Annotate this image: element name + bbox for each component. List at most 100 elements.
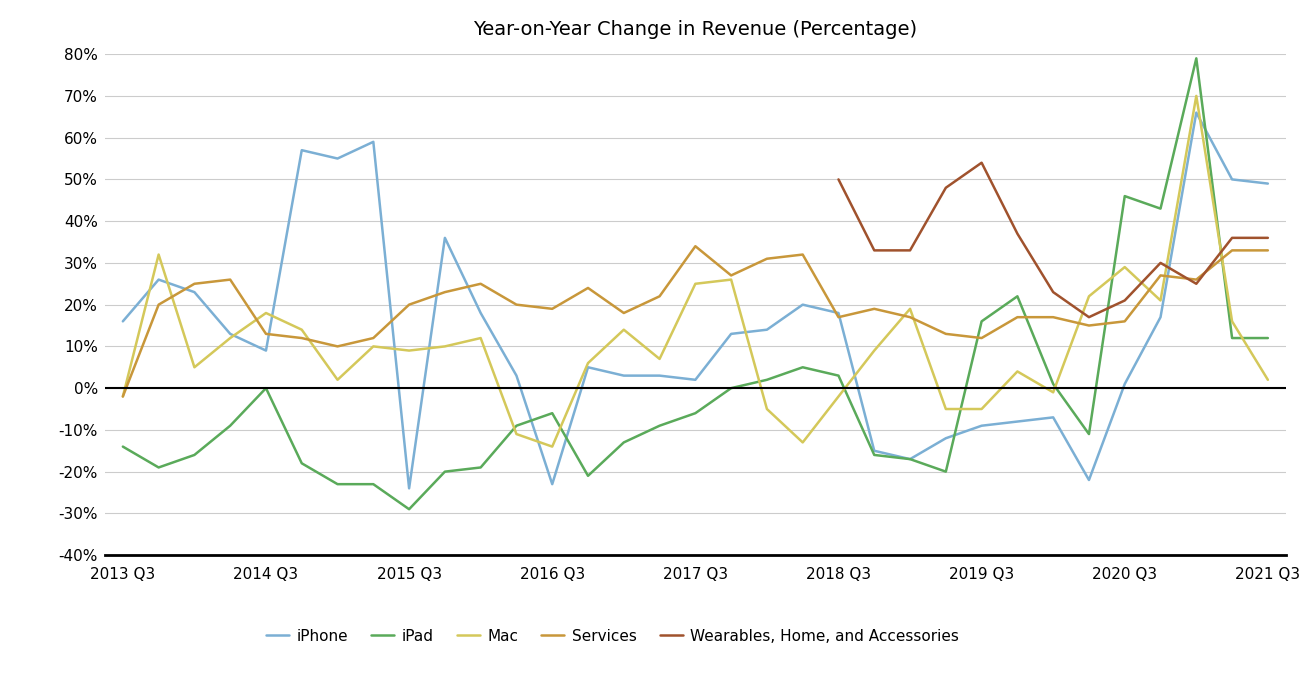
Wearables, Home, and Accessories <box>830 175 846 183</box>
Services <box>329 343 345 351</box>
iPad <box>186 451 202 459</box>
Mac <box>1189 92 1204 100</box>
Wearables, Home, and Accessories <box>974 158 989 167</box>
Wearables, Home, and Accessories <box>866 246 882 255</box>
iPad <box>115 443 131 451</box>
Line: iPhone: iPhone <box>123 112 1267 488</box>
iPhone <box>258 347 274 355</box>
iPad <box>437 468 453 476</box>
iPad <box>1117 192 1132 200</box>
iPhone <box>830 309 846 317</box>
iPad <box>723 384 739 392</box>
Services <box>115 393 131 401</box>
Mac <box>115 393 131 401</box>
iPad <box>1260 334 1275 342</box>
iPhone <box>437 234 453 242</box>
iPad <box>760 376 775 384</box>
iPhone <box>222 330 237 338</box>
iPad <box>795 363 811 371</box>
Services <box>222 276 237 284</box>
iPad <box>222 422 237 430</box>
iPhone <box>795 301 811 309</box>
Mac <box>186 363 202 371</box>
iPad <box>1224 334 1240 342</box>
Wearables, Home, and Accessories <box>1189 280 1204 288</box>
Services <box>938 330 954 338</box>
Mac <box>974 405 989 413</box>
Services <box>186 280 202 288</box>
Services <box>652 292 668 301</box>
Mac <box>795 439 811 447</box>
Services <box>1046 313 1061 321</box>
iPad <box>580 472 596 480</box>
Services <box>1081 322 1097 330</box>
iPhone <box>1046 413 1061 421</box>
iPhone <box>1153 313 1169 321</box>
iPad <box>1009 292 1025 301</box>
Mac <box>1260 376 1275 384</box>
Mac <box>1153 297 1169 305</box>
iPhone <box>151 276 167 284</box>
iPhone <box>472 309 488 317</box>
Services <box>1153 271 1169 280</box>
iPhone <box>652 372 668 380</box>
iPhone <box>974 422 989 430</box>
Mac <box>544 443 560 451</box>
iPhone <box>509 372 525 380</box>
iPad <box>258 384 274 392</box>
Mac <box>472 334 488 342</box>
Services <box>1189 276 1204 284</box>
iPad <box>652 422 668 430</box>
iPad <box>1153 204 1169 213</box>
iPhone <box>329 154 345 162</box>
iPad <box>544 409 560 417</box>
Mac <box>830 393 846 401</box>
Line: Mac: Mac <box>123 96 1267 447</box>
iPhone <box>615 372 631 380</box>
Wearables, Home, and Accessories <box>1117 297 1132 305</box>
Mac <box>222 334 237 342</box>
Mac <box>294 326 310 334</box>
Mac <box>1224 318 1240 326</box>
Services <box>509 301 525 309</box>
iPhone <box>401 484 417 492</box>
iPad <box>1189 54 1204 62</box>
Services <box>687 242 703 250</box>
Mac <box>903 305 918 313</box>
Mac <box>151 250 167 259</box>
Services <box>472 280 488 288</box>
iPad <box>938 468 954 476</box>
iPad <box>974 318 989 326</box>
Wearables, Home, and Accessories <box>1153 259 1169 267</box>
Wearables, Home, and Accessories <box>903 246 918 255</box>
Mac <box>509 430 525 438</box>
Mac <box>615 326 631 334</box>
iPhone <box>938 434 954 442</box>
iPhone <box>1260 179 1275 188</box>
Services <box>760 255 775 263</box>
iPhone <box>760 326 775 334</box>
Mac <box>938 405 954 413</box>
Wearables, Home, and Accessories <box>1224 234 1240 242</box>
Mac <box>1009 368 1025 376</box>
Wearables, Home, and Accessories <box>1046 288 1061 297</box>
Services <box>830 313 846 321</box>
Services <box>366 334 382 342</box>
Wearables, Home, and Accessories <box>1260 234 1275 242</box>
iPhone <box>1117 380 1132 388</box>
iPad <box>329 480 345 488</box>
iPad <box>615 439 631 447</box>
iPhone <box>723 330 739 338</box>
iPhone <box>903 455 918 463</box>
Mac <box>366 343 382 351</box>
iPad <box>151 463 167 471</box>
Mac <box>760 405 775 413</box>
iPhone <box>580 363 596 371</box>
Mac <box>258 309 274 317</box>
Line: Wearables, Home, and Accessories: Wearables, Home, and Accessories <box>838 162 1267 317</box>
iPad <box>687 409 703 417</box>
Wearables, Home, and Accessories <box>1009 230 1025 238</box>
Line: iPad: iPad <box>123 58 1267 509</box>
Mac <box>723 276 739 284</box>
iPhone <box>186 288 202 297</box>
